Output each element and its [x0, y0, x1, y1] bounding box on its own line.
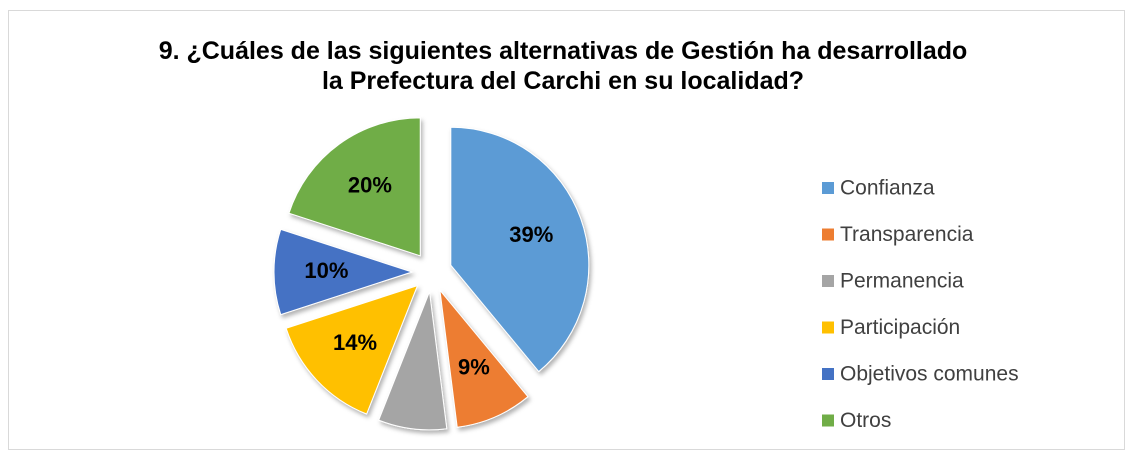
legend-label: Participación	[840, 316, 960, 339]
legend-swatch	[822, 182, 834, 194]
pie-slice	[439, 288, 529, 428]
legend-swatch	[822, 414, 834, 427]
pie-slice	[273, 228, 414, 316]
chart-title: 9. ¿Cuáles de las siguientes alternativa…	[158, 37, 968, 95]
data-label: 20%	[348, 172, 392, 197]
data-label: 39%	[509, 222, 553, 247]
legend-label: Objetivos comunes	[840, 363, 1019, 386]
pie-slice	[378, 291, 448, 431]
legend-label: Otros	[840, 409, 891, 432]
data-label: 8%	[393, 442, 425, 444]
data-label: 10%	[304, 258, 348, 283]
pie-slice	[285, 284, 419, 415]
legend-swatch	[822, 228, 834, 241]
legend-swatch	[822, 368, 834, 380]
data-label: 9%	[458, 355, 490, 380]
pie-slice	[450, 126, 590, 373]
pie-slice	[288, 117, 421, 257]
pie	[273, 117, 590, 431]
legend-label: Transparencia	[840, 223, 974, 246]
legend-label: Permanencia	[840, 270, 964, 293]
legend-swatch	[822, 321, 834, 334]
data-label: 14%	[333, 330, 377, 355]
legend-swatch	[822, 275, 834, 287]
legend-label: Confianza	[840, 177, 935, 200]
